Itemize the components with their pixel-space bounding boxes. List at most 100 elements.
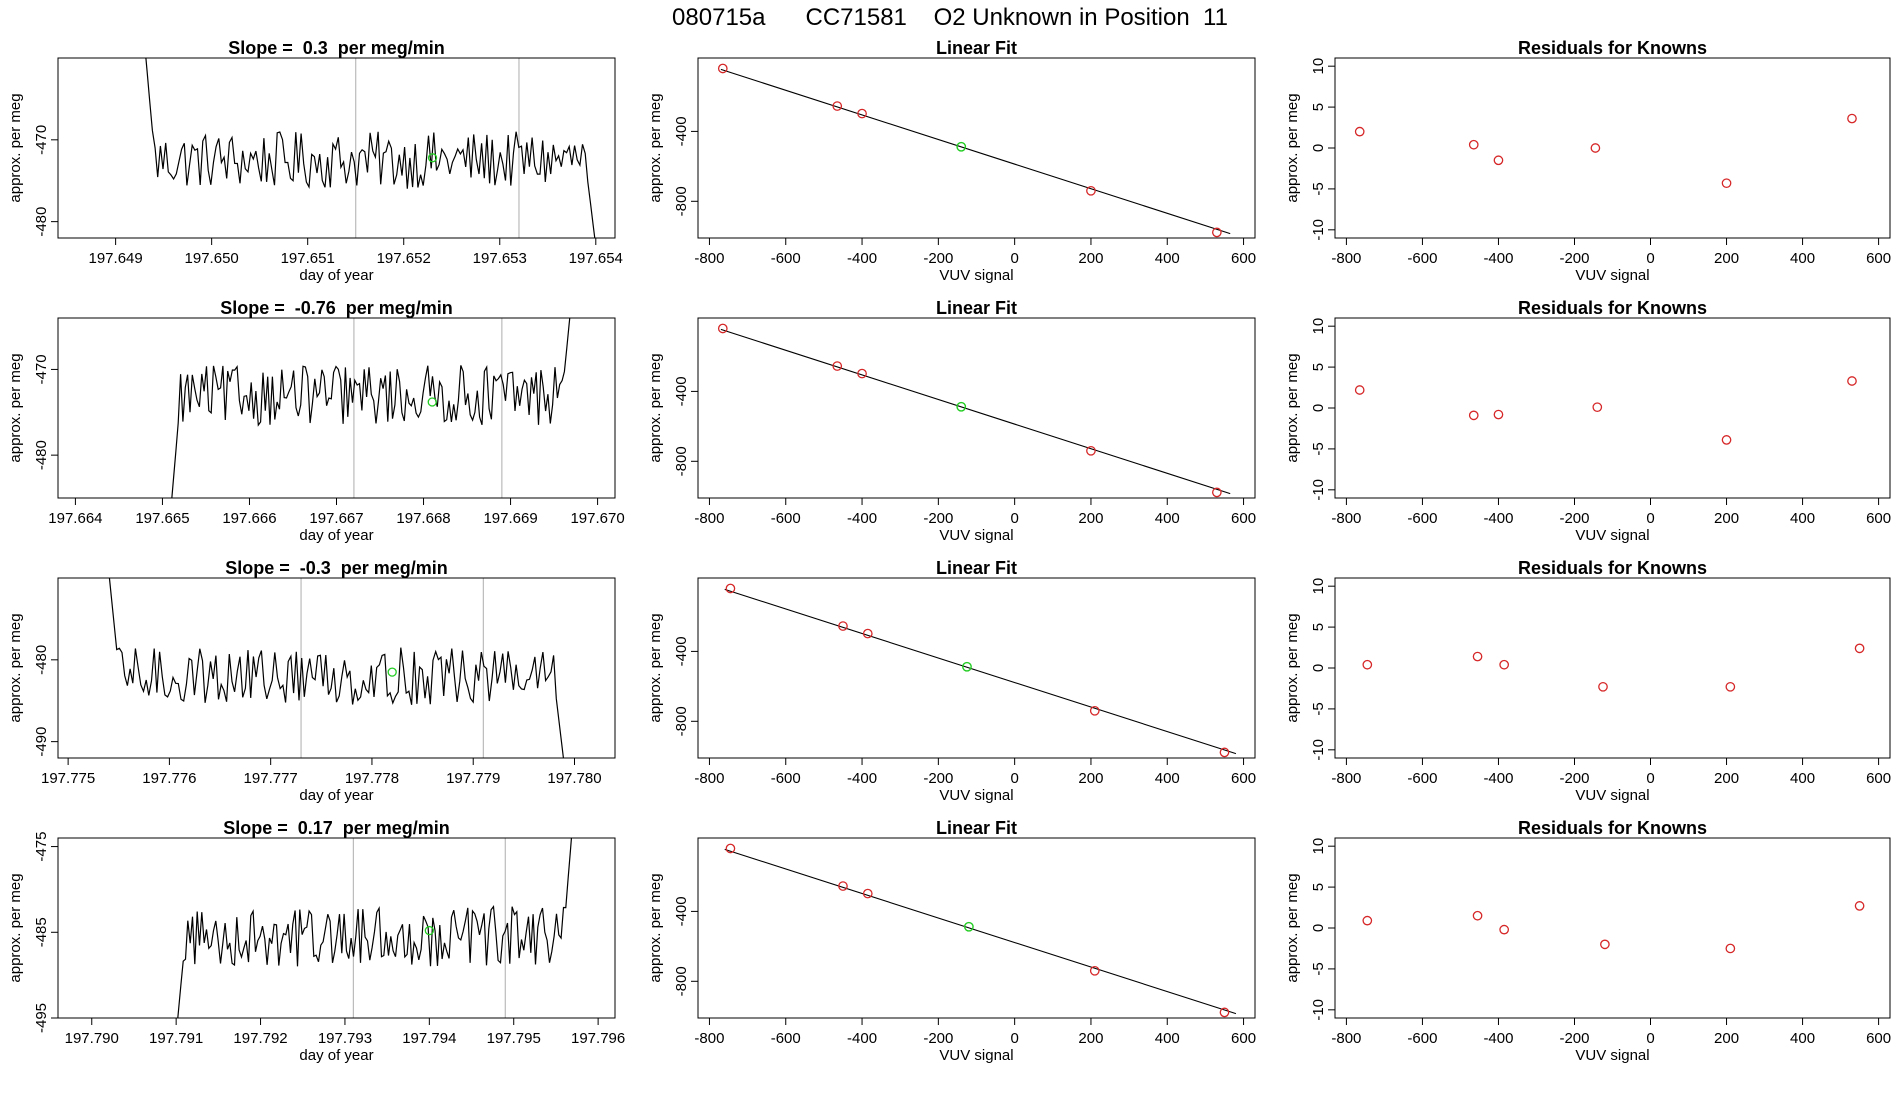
plot-area <box>177 838 573 1018</box>
y-tick-label: -5 <box>1310 182 1327 195</box>
plot-frame <box>1334 57 1891 239</box>
plot-frame <box>1334 577 1891 759</box>
panel-linear-fit-row-3: Linear Fit -800 -600 -400 -200 0 200 400 600 -400… <box>647 558 1256 804</box>
known-point <box>1493 409 1504 420</box>
unknown-point <box>962 661 972 672</box>
known-point <box>1854 901 1865 911</box>
x-tick-label: 400 <box>1790 250 1815 267</box>
y-tick-label: -800 <box>673 706 690 736</box>
x-tick-label: 400 <box>1790 1030 1815 1047</box>
unknown-point <box>427 397 437 407</box>
fit-line <box>724 848 1237 1015</box>
x-axis-label: VUV signal <box>939 527 1013 544</box>
x-axis-label: VUV signal <box>1575 267 1649 284</box>
x-tick-label: -400 <box>1483 250 1513 267</box>
x-tick-label: 197.776 <box>142 770 196 787</box>
y-tick-label: 0 <box>1310 144 1327 152</box>
known-point <box>1725 681 1736 692</box>
x-tick-label: -200 <box>1559 250 1589 267</box>
x-tick-label: 197.666 <box>222 510 276 527</box>
y-tick-label: -470 <box>33 354 50 384</box>
y-tick-label: -485 <box>33 917 50 947</box>
y-axis-label: approx. per meg <box>7 613 24 722</box>
plot-area <box>145 58 596 238</box>
known-point <box>832 101 843 111</box>
y-tick-label: -480 <box>33 207 50 237</box>
plot-area <box>1354 376 1857 445</box>
known-point <box>1854 643 1865 654</box>
x-tick-label: 600 <box>1231 770 1256 787</box>
plot-frame <box>697 317 1256 499</box>
panel-title: Residuals for Knowns <box>1518 818 1707 838</box>
x-tick-label: 0 <box>1646 510 1654 527</box>
y-tick-label: 0 <box>1310 404 1327 412</box>
y-tick-label: -10 <box>1310 219 1327 241</box>
known-point <box>1086 445 1096 456</box>
panel-residuals-row-2: Residuals for Knowns -800 -600 -400 -200 0 200… <box>1284 298 1891 544</box>
unknown-point <box>424 925 434 936</box>
y-axis-label: approx. per meg <box>7 353 24 462</box>
x-tick-label: -200 <box>923 250 953 267</box>
x-tick-label: 400 <box>1155 770 1180 787</box>
x-tick-label: -800 <box>1331 250 1361 267</box>
y-axis-label: approx. per meg <box>647 873 664 982</box>
known-point <box>862 628 873 639</box>
known-point <box>725 843 736 854</box>
x-tick-label: -200 <box>1559 1030 1589 1047</box>
plot-frame <box>57 57 616 239</box>
x-axis-label: day of year <box>299 267 373 284</box>
x-tick-label: -800 <box>1331 510 1361 527</box>
x-tick-label: 197.652 <box>377 250 431 267</box>
plot-frame <box>697 577 1256 759</box>
y-tick-label: -5 <box>1310 962 1327 975</box>
y-tick-label: -5 <box>1310 442 1327 455</box>
panel-title: Residuals for Knowns <box>1518 298 1707 318</box>
x-tick-label: 0 <box>1646 1030 1654 1047</box>
plot-frame <box>697 837 1256 1019</box>
y-tick-label: -475 <box>33 832 50 862</box>
known-point <box>857 368 867 379</box>
x-tick-label: -400 <box>847 770 877 787</box>
y-tick-label: -490 <box>33 727 50 757</box>
unknown-point <box>387 667 397 677</box>
x-tick-label: -800 <box>694 510 724 527</box>
y-tick-label: -10 <box>1310 739 1327 761</box>
plot-frame <box>1334 837 1891 1019</box>
x-tick-label: 197.668 <box>396 510 450 527</box>
unknown-point <box>956 401 967 412</box>
known-point <box>1725 943 1736 954</box>
x-tick-label: -400 <box>1483 510 1513 527</box>
x-tick-label: 600 <box>1866 770 1891 787</box>
x-axis-label: day of year <box>299 787 373 804</box>
known-point <box>1598 681 1608 692</box>
x-tick-label: 0 <box>1010 770 1018 787</box>
x-tick-label: 197.649 <box>89 250 143 267</box>
x-tick-label: 200 <box>1078 510 1103 527</box>
panel-linear-fit-row-2: Linear Fit -800 -600 -400 -200 0 200 400 600 -400… <box>647 298 1256 544</box>
x-tick-label: 200 <box>1078 1030 1103 1047</box>
y-axis-label: approx. per meg <box>7 873 24 982</box>
y-tick-label: 5 <box>1310 363 1327 371</box>
figure-title: 080715a CC71581 O2 Unknown in Position 1… <box>672 4 1228 31</box>
known-point <box>1721 435 1732 445</box>
panel-title: Slope = -0.76 per meg/min <box>220 298 453 318</box>
x-tick-label: 197.779 <box>446 770 500 787</box>
x-tick-label: 0 <box>1646 770 1654 787</box>
panel-title: Linear Fit <box>936 558 1017 578</box>
y-axis-label: approx. per meg <box>1284 353 1301 462</box>
y-tick-label: -5 <box>1310 702 1327 715</box>
x-tick-label: 200 <box>1714 250 1739 267</box>
known-point <box>1211 227 1222 238</box>
plot-frame <box>697 57 1256 239</box>
x-tick-label: 197.778 <box>345 770 399 787</box>
x-tick-label: -600 <box>1407 1030 1437 1047</box>
panel-timeseries-row-4: Slope = 0.17 per meg/min 197.790 197.791 19… <box>7 818 625 1064</box>
x-tick-label: -600 <box>771 1030 801 1047</box>
x-tick-label: 197.792 <box>233 1030 287 1047</box>
panel-timeseries-row-2: Slope = -0.76 per meg/min 197.664 197.665 1… <box>7 298 625 544</box>
y-tick-label: -800 <box>673 966 690 996</box>
panel-residuals-row-4: Residuals for Knowns -800 -600 -400 -200 0 200… <box>1284 818 1891 1064</box>
signal-trace <box>177 838 573 1018</box>
fit-line <box>720 328 1231 495</box>
